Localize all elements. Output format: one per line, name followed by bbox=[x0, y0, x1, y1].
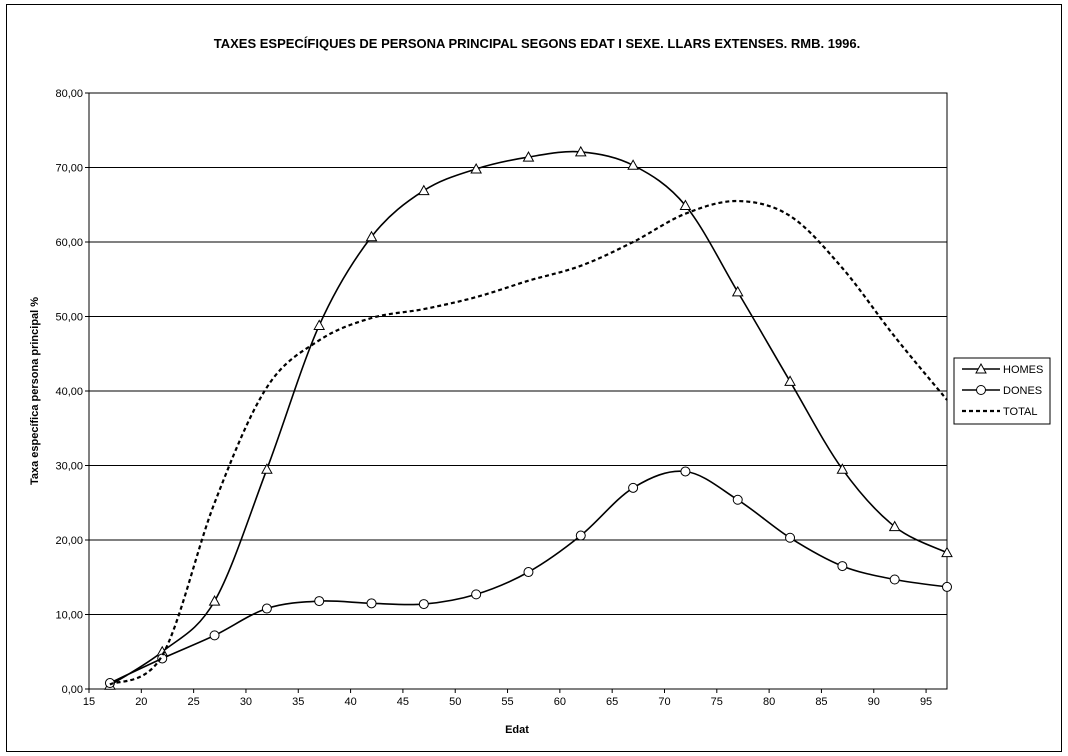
data-point-dones bbox=[837, 561, 848, 572]
series-dones bbox=[104, 466, 952, 689]
x-tick-label: 70 bbox=[658, 696, 670, 708]
y-tick-label: 70,00 bbox=[55, 163, 83, 175]
series-homes bbox=[104, 145, 953, 690]
data-point-homes bbox=[679, 199, 692, 210]
data-point-homes bbox=[470, 162, 482, 174]
x-tick-label: 30 bbox=[240, 696, 252, 708]
grid-lines bbox=[89, 167, 947, 615]
data-point-homes bbox=[208, 595, 221, 606]
data-point-dones bbox=[732, 494, 743, 505]
data-point-homes bbox=[522, 151, 535, 162]
data-point-homes bbox=[574, 145, 587, 157]
legend: HOMES DONES TOTAL bbox=[953, 357, 1051, 425]
y-tick-label: 20,00 bbox=[55, 535, 83, 547]
data-point-dones bbox=[314, 596, 325, 607]
data-point-dones bbox=[942, 581, 952, 592]
legend-label-total: TOTAL bbox=[1003, 406, 1037, 418]
data-point-homes bbox=[627, 159, 639, 170]
x-tick-label: 50 bbox=[449, 696, 461, 708]
data-point-dones bbox=[261, 603, 272, 614]
data-point-homes bbox=[365, 230, 378, 242]
y-axis-label: Taxa específica persona principal % bbox=[29, 297, 41, 485]
data-point-dones bbox=[366, 598, 377, 609]
data-point-dones bbox=[628, 482, 639, 493]
y-tick-label: 40,00 bbox=[55, 386, 83, 398]
x-tick-label: 20 bbox=[135, 696, 147, 708]
x-tick-label: 45 bbox=[397, 696, 409, 708]
legend-marker-homes bbox=[975, 362, 987, 374]
legend-marker-dones bbox=[976, 385, 986, 395]
data-point-dones bbox=[104, 678, 115, 689]
x-axis-ticks: 15 20 25 30 35 40 45 50 55 60 65 70 75 80 85 90 95 bbox=[83, 689, 932, 708]
data-point-homes bbox=[888, 520, 901, 532]
data-point-dones bbox=[471, 589, 482, 600]
x-tick-label: 90 bbox=[868, 696, 880, 708]
data-point-homes bbox=[941, 546, 953, 558]
data-point-dones bbox=[209, 630, 220, 641]
data-point-homes bbox=[731, 285, 744, 297]
y-tick-label: 30,00 bbox=[55, 461, 83, 473]
legend-label-dones: DONES bbox=[1003, 385, 1042, 397]
legend-label-homes: HOMES bbox=[1003, 364, 1043, 376]
x-tick-label: 15 bbox=[83, 696, 95, 708]
data-point-dones bbox=[418, 599, 429, 610]
y-tick-label: 0,00 bbox=[62, 684, 83, 696]
data-point-dones bbox=[889, 574, 900, 585]
x-tick-label: 25 bbox=[188, 696, 200, 708]
x-tick-label: 40 bbox=[344, 696, 356, 708]
x-tick-label: 80 bbox=[763, 696, 775, 708]
x-tick-label: 65 bbox=[606, 696, 618, 708]
x-tick-label: 35 bbox=[292, 696, 304, 708]
x-tick-label: 75 bbox=[711, 696, 723, 708]
y-axis-ticks: 0,00 10,00 20,00 30,00 40,00 50,00 60,00 70,00 8… bbox=[55, 88, 89, 696]
data-point-homes bbox=[313, 319, 326, 330]
x-tick-label: 95 bbox=[920, 696, 932, 708]
data-point-dones bbox=[575, 530, 586, 541]
data-point-homes bbox=[261, 463, 273, 474]
x-tick-label: 55 bbox=[501, 696, 513, 708]
chart-title: TAXES ESPECÍFIQUES DE PERSONA PRINCIPAL … bbox=[214, 36, 861, 51]
data-point-homes bbox=[836, 463, 849, 474]
y-tick-label: 10,00 bbox=[55, 610, 83, 622]
y-tick-label: 80,00 bbox=[55, 88, 83, 100]
x-tick-label: 85 bbox=[815, 696, 827, 708]
y-tick-label: 50,00 bbox=[55, 312, 83, 324]
data-point-dones bbox=[523, 567, 534, 578]
x-axis-label: Edat bbox=[505, 724, 529, 736]
data-point-dones bbox=[680, 466, 691, 477]
series-group bbox=[104, 145, 953, 690]
data-point-homes bbox=[417, 184, 430, 196]
y-tick-label: 60,00 bbox=[55, 237, 83, 249]
data-point-dones bbox=[785, 532, 796, 543]
x-tick-label: 60 bbox=[554, 696, 566, 708]
data-point-homes bbox=[784, 375, 796, 386]
